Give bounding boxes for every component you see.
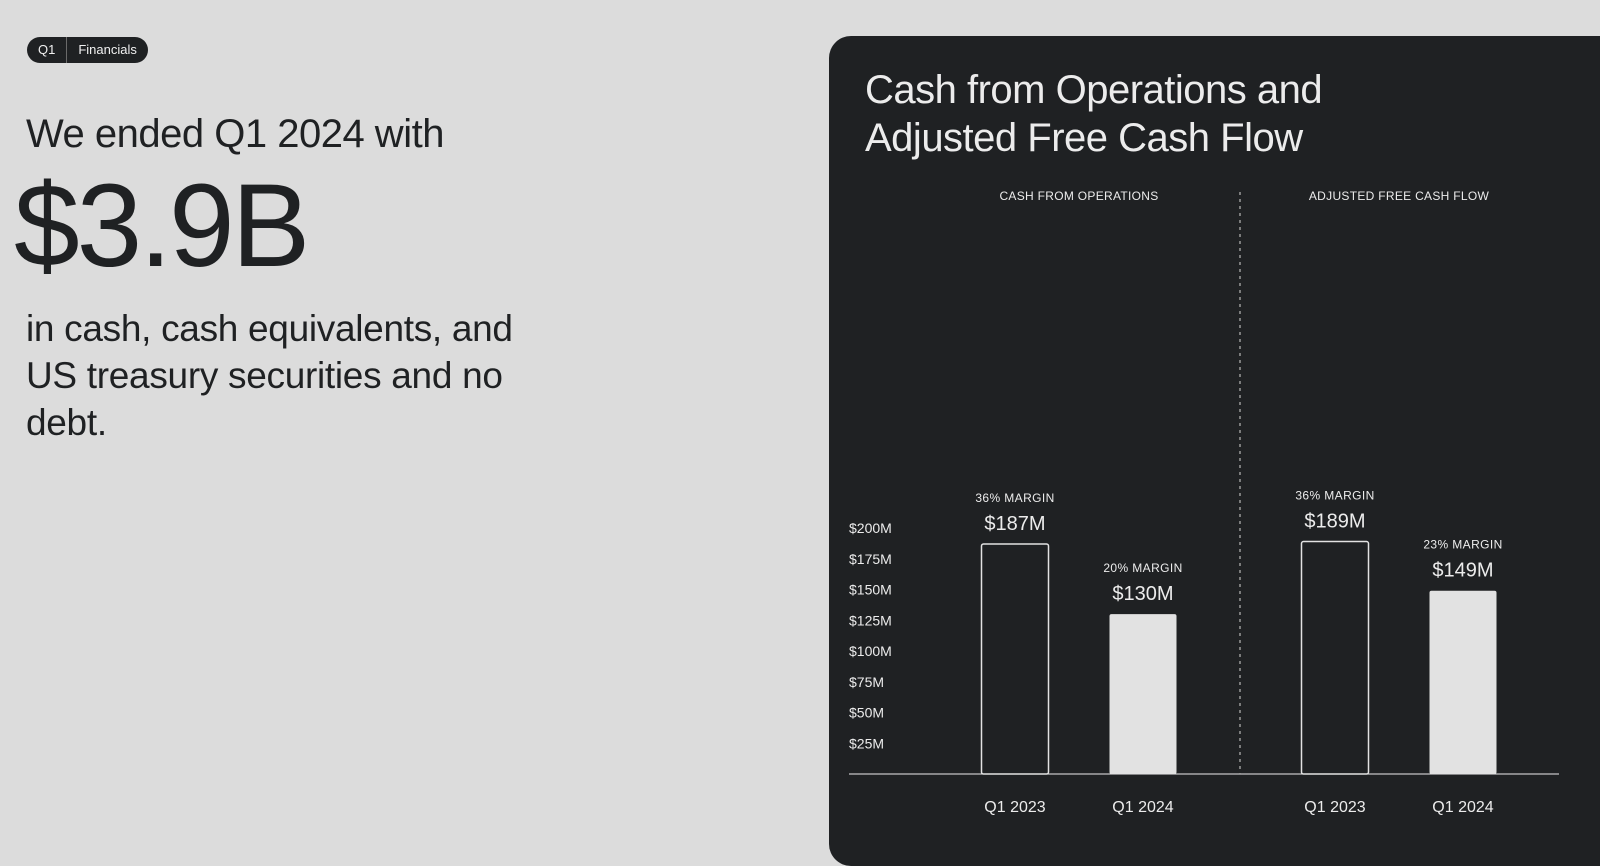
y-tick-label: $50M <box>849 705 884 721</box>
chart-title: Cash from Operations and Adjusted Free C… <box>865 68 1323 160</box>
x-category-label: Q1 2024 <box>1112 799 1173 816</box>
y-tick-label: $200M <box>849 520 892 536</box>
group-title: CASH FROM OPERATIONS <box>999 189 1158 203</box>
y-tick-label: $125M <box>849 612 892 628</box>
y-tick-label: $150M <box>849 582 892 598</box>
bar-value-label: $189M <box>1304 511 1365 533</box>
x-category-label: Q1 2024 <box>1432 799 1493 816</box>
headline-lead: We ended Q1 2024 with <box>26 112 444 156</box>
y-tick-label: $100M <box>849 643 892 659</box>
bar-margin-label: 36% MARGIN <box>1295 489 1374 503</box>
badge-divider <box>66 37 68 63</box>
bar-value-label: $130M <box>1112 583 1173 605</box>
bar-margin-label: 36% MARGIN <box>975 491 1054 505</box>
bar <box>1109 614 1177 774</box>
headline-amount: $3.9B <box>14 160 310 292</box>
badge-section: Q1 <box>38 42 56 57</box>
bar <box>1300 540 1370 775</box>
bar <box>980 543 1050 775</box>
x-category-label: Q1 2023 <box>984 799 1045 816</box>
bar-margin-label: 23% MARGIN <box>1423 538 1502 552</box>
y-tick-label: $25M <box>849 735 884 751</box>
bar-value-label: $187M <box>984 513 1045 535</box>
section-badge: Q1 Financials <box>27 37 148 63</box>
group-title: ADJUSTED FREE CASH FLOW <box>1309 189 1490 203</box>
bar <box>1429 590 1497 774</box>
bar-margin-label: 20% MARGIN <box>1103 561 1182 575</box>
badge-label: Financials <box>78 42 137 57</box>
x-category-label: Q1 2023 <box>1304 799 1365 816</box>
bar-value-label: $149M <box>1432 560 1493 582</box>
y-tick-label: $175M <box>849 551 892 567</box>
bar-chart: $25M $50M $75M $100M $125M $150M $175M $200M CAS… <box>849 189 1559 816</box>
y-tick-label: $75M <box>849 674 884 690</box>
headline-description: in cash, cash equivalents, and US treasu… <box>26 308 513 443</box>
